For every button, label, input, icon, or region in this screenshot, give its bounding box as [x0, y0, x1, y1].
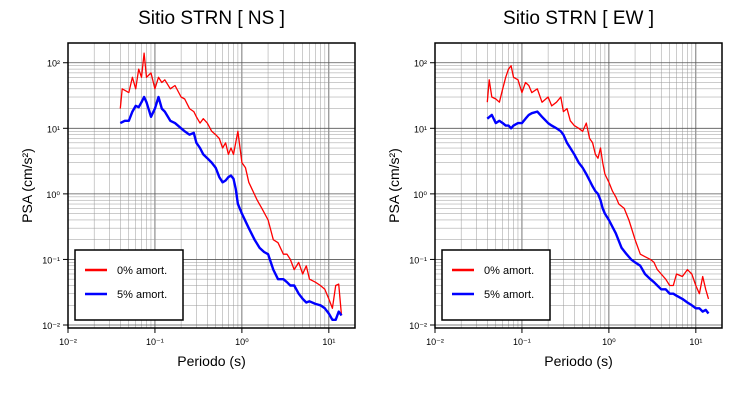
y-tick-label: 10⁻¹ — [42, 255, 60, 265]
legend-label: 5% amort. — [117, 289, 167, 301]
x-axis-label: Periodo (s) — [544, 353, 612, 369]
y-tick-label: 10⁻¹ — [409, 255, 427, 265]
x-tick-label: 10¹ — [322, 337, 335, 347]
y-tick-label: 10⁻² — [409, 321, 427, 331]
y-axis-label: PSA (cm/s²) — [386, 148, 402, 223]
series-line-5pct — [486, 110, 710, 315]
x-tick-label: 10⁻¹ — [513, 337, 531, 347]
y-tick-label: 10⁰ — [46, 190, 60, 200]
chart-ns: 10⁻² 10⁻¹ 10⁰ 10¹ 10⁻² 10⁻¹ 10⁰ 10¹ 10² Sitio STR… — [19, 8, 356, 369]
x-tick-label: 10⁻¹ — [146, 337, 164, 347]
y-tick-label: 10¹ — [414, 124, 427, 134]
x-tick-label: 10⁰ — [602, 337, 616, 347]
series-line-0pct — [119, 52, 343, 316]
legend-box — [441, 249, 551, 321]
x-axis-label: Periodo (s) — [177, 353, 245, 369]
chart-title: Sitio STRN [ NS ] — [138, 8, 285, 29]
legend: 0% amort. 5% amort. — [74, 249, 184, 321]
x-tick-label: 10⁻² — [59, 337, 77, 347]
legend: 0% amort. 5% amort. — [441, 249, 551, 321]
legend-label: 0% amort. — [117, 265, 167, 277]
plot-frame — [434, 42, 723, 329]
y-tick-label: 10⁰ — [413, 190, 427, 200]
grid — [67, 42, 356, 329]
y-tick-label: 10² — [414, 59, 427, 69]
x-tick-label: 10⁻² — [426, 337, 444, 347]
legend-label: 5% amort. — [484, 289, 534, 301]
legend-box — [74, 249, 184, 321]
y-axis-label: PSA (cm/s²) — [19, 148, 35, 223]
chart-ew: 10⁻² 10⁻¹ 10⁰ 10¹ 10⁻² 10⁻¹ 10⁰ 10¹ 10² Sitio STR… — [386, 8, 723, 369]
y-tick-label: 10⁻² — [42, 321, 60, 331]
y-tick-label: 10¹ — [47, 124, 60, 134]
y-tick-label: 10² — [47, 59, 60, 69]
x-tick-label: 10⁰ — [235, 337, 249, 347]
series-line-5pct — [119, 95, 343, 321]
legend-label: 0% amort. — [484, 265, 534, 277]
plot-frame — [67, 42, 356, 329]
x-tick-label: 10¹ — [689, 337, 702, 347]
series-line-0pct — [486, 65, 710, 300]
chart-title: Sitio STRN [ EW ] — [503, 8, 654, 29]
